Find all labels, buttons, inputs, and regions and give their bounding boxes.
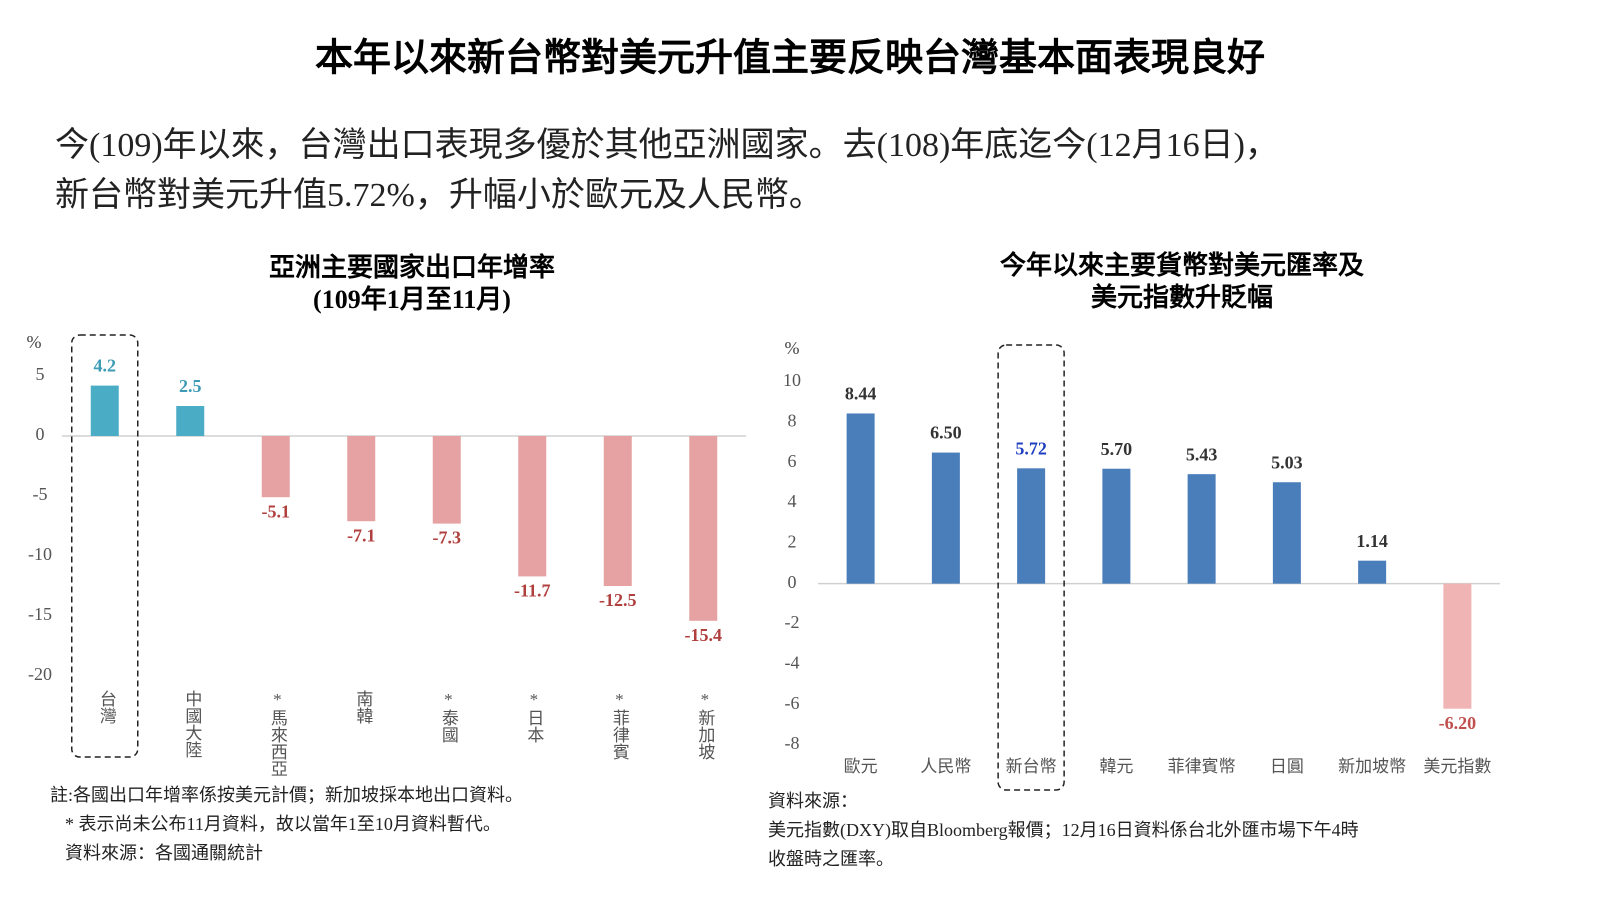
x-tick-label: *菲律賓: [610, 690, 630, 760]
bar: [518, 436, 547, 577]
data-label: 4.2: [94, 356, 117, 376]
x-tick-label: 新加坡幣: [1338, 757, 1406, 776]
y-tick-label: 8: [788, 410, 797, 430]
data-label: 5.72: [1015, 438, 1047, 458]
data-label: -7.1: [347, 525, 376, 545]
chart-title: (109年1月至11月): [313, 284, 511, 314]
footnote: * 表示尚未公布11月資料，故以當年1至10月資料暫代。: [65, 814, 501, 834]
x-tick-label: 人民幣: [920, 757, 971, 776]
bar: [90, 385, 119, 436]
footnote: 收盤時之匯率。: [768, 849, 894, 869]
y-tick-label: -8: [785, 733, 800, 753]
body-text: 新台幣對美元升值5.72%，升幅小於歐元及人民幣。: [55, 176, 823, 214]
x-tick-label: 韓元: [1099, 757, 1133, 776]
footnote: 資料來源：: [768, 791, 858, 811]
data-label: 6.50: [930, 423, 962, 443]
highlight-box: [997, 344, 1065, 791]
x-tick-label: *日本: [524, 690, 544, 743]
bar: [846, 413, 875, 584]
bar: [1272, 482, 1301, 584]
bar: [603, 436, 632, 586]
x-tick-label: 日圓: [1270, 757, 1304, 776]
bar: [931, 452, 960, 584]
bar: [1443, 583, 1472, 709]
footnote: 資料來源：各國通關統計: [65, 843, 263, 863]
x-tick-label: 南韓: [353, 690, 373, 724]
footnote: 美元指數(DXY)取自Bloomberg報價；12月16日資料係台北外匯市場下午…: [768, 820, 1359, 841]
bar: [1358, 560, 1387, 584]
data-label: -15.4: [685, 625, 723, 645]
bar: [261, 436, 290, 498]
y-tick-label: 5: [36, 364, 45, 384]
slide-title: 本年以來新台幣對美元升值主要反映台灣基本面表現良好: [315, 38, 1265, 80]
y-unit: %: [27, 332, 42, 352]
data-label: -6.20: [1439, 713, 1477, 733]
x-tick-label: 菲律賓幣: [1168, 757, 1236, 776]
data-label: 5.43: [1186, 444, 1218, 464]
footnote: 註:各國出口年增率係按美元計價；新加坡採本地出口資料。: [50, 785, 523, 805]
y-tick-label: 0: [788, 572, 797, 592]
y-tick-label: 4: [788, 491, 797, 511]
y-tick-label: -20: [28, 664, 52, 684]
y-tick-label: -2: [785, 612, 800, 632]
bar: [1017, 468, 1046, 584]
data-label: -11.7: [514, 581, 551, 601]
y-tick-label: -4: [785, 652, 800, 672]
bar: [347, 436, 376, 522]
data-label: -12.5: [599, 590, 637, 610]
y-tick-label: -6: [785, 693, 800, 713]
x-tick-label: 中國大陸: [182, 690, 202, 758]
bar: [1102, 468, 1131, 584]
x-tick-label: 台灣: [97, 690, 117, 724]
data-label: -5.1: [262, 501, 291, 521]
data-label: 5.70: [1101, 439, 1133, 459]
data-label: 8.44: [845, 384, 877, 404]
bar: [1187, 474, 1216, 584]
chart-title: 今年以來主要貨幣對美元匯率及: [1000, 250, 1364, 280]
chart-title: 亞洲主要國家出口年增率: [269, 252, 555, 282]
data-label: 2.5: [179, 376, 202, 396]
x-tick-label: *新加坡: [695, 690, 715, 760]
data-label: -7.3: [433, 528, 462, 548]
chart-title: 美元指數升貶幅: [1091, 282, 1273, 312]
y-tick-label: -15: [28, 604, 52, 624]
x-tick-label: *馬來西亞: [268, 690, 288, 777]
bar: [432, 436, 461, 524]
bar: [176, 406, 205, 436]
highlight-box: [71, 334, 139, 758]
y-tick-label: 2: [788, 531, 797, 551]
y-tick-label: -5: [33, 484, 48, 504]
y-tick-label: 6: [788, 451, 797, 471]
y-tick-label: -10: [28, 544, 52, 564]
x-tick-label: 新台幣: [1006, 757, 1057, 776]
y-unit: %: [785, 338, 800, 358]
body-text: 今(109)年以來，台灣出口表現多優於其他亞洲國家。去(108)年底迄今(12月…: [55, 126, 1279, 164]
x-tick-label: 美元指數: [1423, 757, 1491, 776]
data-label: 5.03: [1271, 452, 1303, 472]
y-tick-label: 0: [36, 424, 45, 444]
data-label: 1.14: [1356, 531, 1388, 551]
y-tick-label: 10: [783, 370, 801, 390]
bar: [689, 436, 718, 621]
x-tick-label: 歐元: [844, 757, 878, 776]
x-tick-label: *泰國: [439, 690, 459, 743]
